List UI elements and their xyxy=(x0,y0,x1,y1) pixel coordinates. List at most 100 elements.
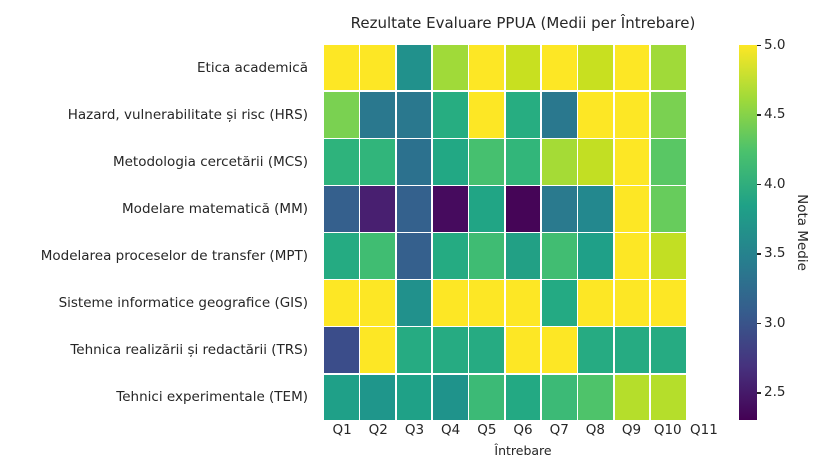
heatmap-cell xyxy=(542,327,577,373)
heatmap-cell xyxy=(542,92,577,138)
x-axis-tick-label: Q11 xyxy=(690,422,718,438)
heatmap-cell xyxy=(360,92,396,138)
chart-title: Rezultate Evaluare PPUA (Medii per Între… xyxy=(350,14,696,32)
y-axis-tick-label: Modelare matematică (MM) xyxy=(122,201,308,218)
y-axis-tick-label: Hazard, vulnerabilitate și risc (HRS) xyxy=(67,107,308,124)
heatmap-cell xyxy=(324,92,359,138)
heatmap-cell xyxy=(542,45,577,91)
x-axis-tick-label: Q3 xyxy=(404,422,425,438)
colorbar-tick-label: 4.0 xyxy=(764,175,786,192)
heatmap-cell xyxy=(542,139,577,185)
heatmap-cell xyxy=(469,327,505,373)
heatmap-cell xyxy=(396,374,432,420)
heatmap-cell xyxy=(360,327,396,373)
heatmap-cell xyxy=(469,280,505,326)
colorbar-gradient xyxy=(739,45,757,420)
y-axis-tick-labels: Etica academică Hazard, vulnerabilitate ș… xyxy=(0,45,316,420)
heatmap-cell xyxy=(542,280,577,326)
heatmap-cell xyxy=(469,92,505,138)
colorbar-tick-label: 5.0 xyxy=(764,37,786,53)
heatmap-cell xyxy=(505,327,541,373)
heatmap-plot-area xyxy=(324,45,722,420)
heatmap-cell xyxy=(433,186,468,232)
heatmap-cell xyxy=(324,233,359,279)
x-axis-tick-label: Q5 xyxy=(477,422,497,438)
y-axis-tick-label: Tehnici experimentale (TEM) xyxy=(116,388,308,405)
x-axis-tick-labels: Q1 Q2 Q3 Q4 Q5 Q6 Q7 Q8 Q9 Q10 Q11 xyxy=(324,422,722,442)
heatmap-cell xyxy=(396,45,432,91)
heatmap-cell xyxy=(433,327,468,373)
heatmap-cell xyxy=(651,233,686,279)
heatmap-cell xyxy=(651,374,686,420)
colorbar-tick-mark xyxy=(757,114,761,116)
colorbar-tick-mark xyxy=(757,183,761,186)
heatmap-cell xyxy=(360,233,396,279)
heatmap-cell xyxy=(433,139,468,185)
heatmap-cell xyxy=(396,233,432,279)
heatmap-cell xyxy=(614,45,650,91)
heatmap-cell xyxy=(324,280,359,326)
heatmap-cell xyxy=(469,233,505,279)
heatmap-cell xyxy=(433,92,468,138)
colorbar-tick-label: 2.5 xyxy=(764,384,786,401)
heatmap-cell xyxy=(396,280,432,326)
heatmap-grid xyxy=(324,45,686,420)
heatmap-cell xyxy=(469,374,505,420)
heatmap-cell xyxy=(505,92,541,138)
colorbar-tick-label: 3.5 xyxy=(764,245,786,262)
heatmap-cell xyxy=(651,280,686,326)
heatmap-cell xyxy=(651,139,686,185)
y-axis-tick-label: Tehnica realizării și redactării (TRS) xyxy=(70,341,308,358)
colorbar-axis-label: Nota Medie xyxy=(794,194,810,271)
heatmap-cell xyxy=(578,186,614,232)
x-axis-tick-label: Q6 xyxy=(513,422,533,438)
heatmap-cell xyxy=(396,186,432,232)
heatmap-cell xyxy=(324,45,359,91)
heatmap-cell xyxy=(433,280,468,326)
heatmap-cell xyxy=(433,45,468,91)
heatmap-cell xyxy=(469,45,505,91)
heatmap-cell xyxy=(396,139,432,185)
heatmap-cell xyxy=(505,233,541,279)
heatmap-cell xyxy=(578,233,614,279)
y-axis-tick-label: Metodologia cercetării (MCS) xyxy=(112,154,308,171)
heatmap-cell xyxy=(614,92,650,138)
heatmap-cell xyxy=(542,233,577,279)
heatmap-cell xyxy=(578,280,614,326)
heatmap-cell xyxy=(360,139,396,185)
heatmap-cell xyxy=(324,374,359,420)
heatmap-cell xyxy=(614,374,650,420)
x-axis-tick-label: Q10 xyxy=(653,422,682,438)
heatmap-cell xyxy=(651,186,686,232)
x-axis-tick-label: Q2 xyxy=(368,422,388,438)
heatmap-cell xyxy=(542,374,577,420)
heatmap-cell xyxy=(614,186,650,232)
heatmap-cell xyxy=(614,280,650,326)
x-axis-tick-label: Q1 xyxy=(332,422,352,438)
heatmap-cell xyxy=(360,374,396,420)
colorbar-tick-label: 4.5 xyxy=(764,106,786,123)
heatmap-cell xyxy=(614,233,650,279)
colorbar-tick-mark xyxy=(757,253,761,255)
heatmap-cell xyxy=(469,139,505,185)
heatmap-cell xyxy=(578,374,614,420)
x-axis-tick-label: Q8 xyxy=(585,422,605,438)
y-axis-tick-label: Etica academică xyxy=(197,60,308,77)
colorbar-tick-mark xyxy=(757,45,761,47)
heatmap-cell xyxy=(651,327,686,373)
heatmap-cell xyxy=(651,92,686,138)
heatmap-cell xyxy=(396,327,432,373)
heatmap-cell xyxy=(433,374,468,420)
x-axis-tick-label: Q4 xyxy=(441,422,461,438)
x-axis-label: Întrebare xyxy=(494,443,552,458)
heatmap-cell xyxy=(542,186,577,232)
x-axis-tick-label: Q7 xyxy=(549,422,569,438)
y-axis-tick-label: Sisteme informatice geografice (GIS) xyxy=(58,294,308,311)
heatmap-cell xyxy=(505,186,541,232)
heatmap-cell xyxy=(469,186,505,232)
heatmap-cell xyxy=(505,280,541,326)
heatmap-cell xyxy=(578,139,614,185)
heatmap-cell xyxy=(433,233,468,279)
heatmap-cell xyxy=(324,327,359,373)
